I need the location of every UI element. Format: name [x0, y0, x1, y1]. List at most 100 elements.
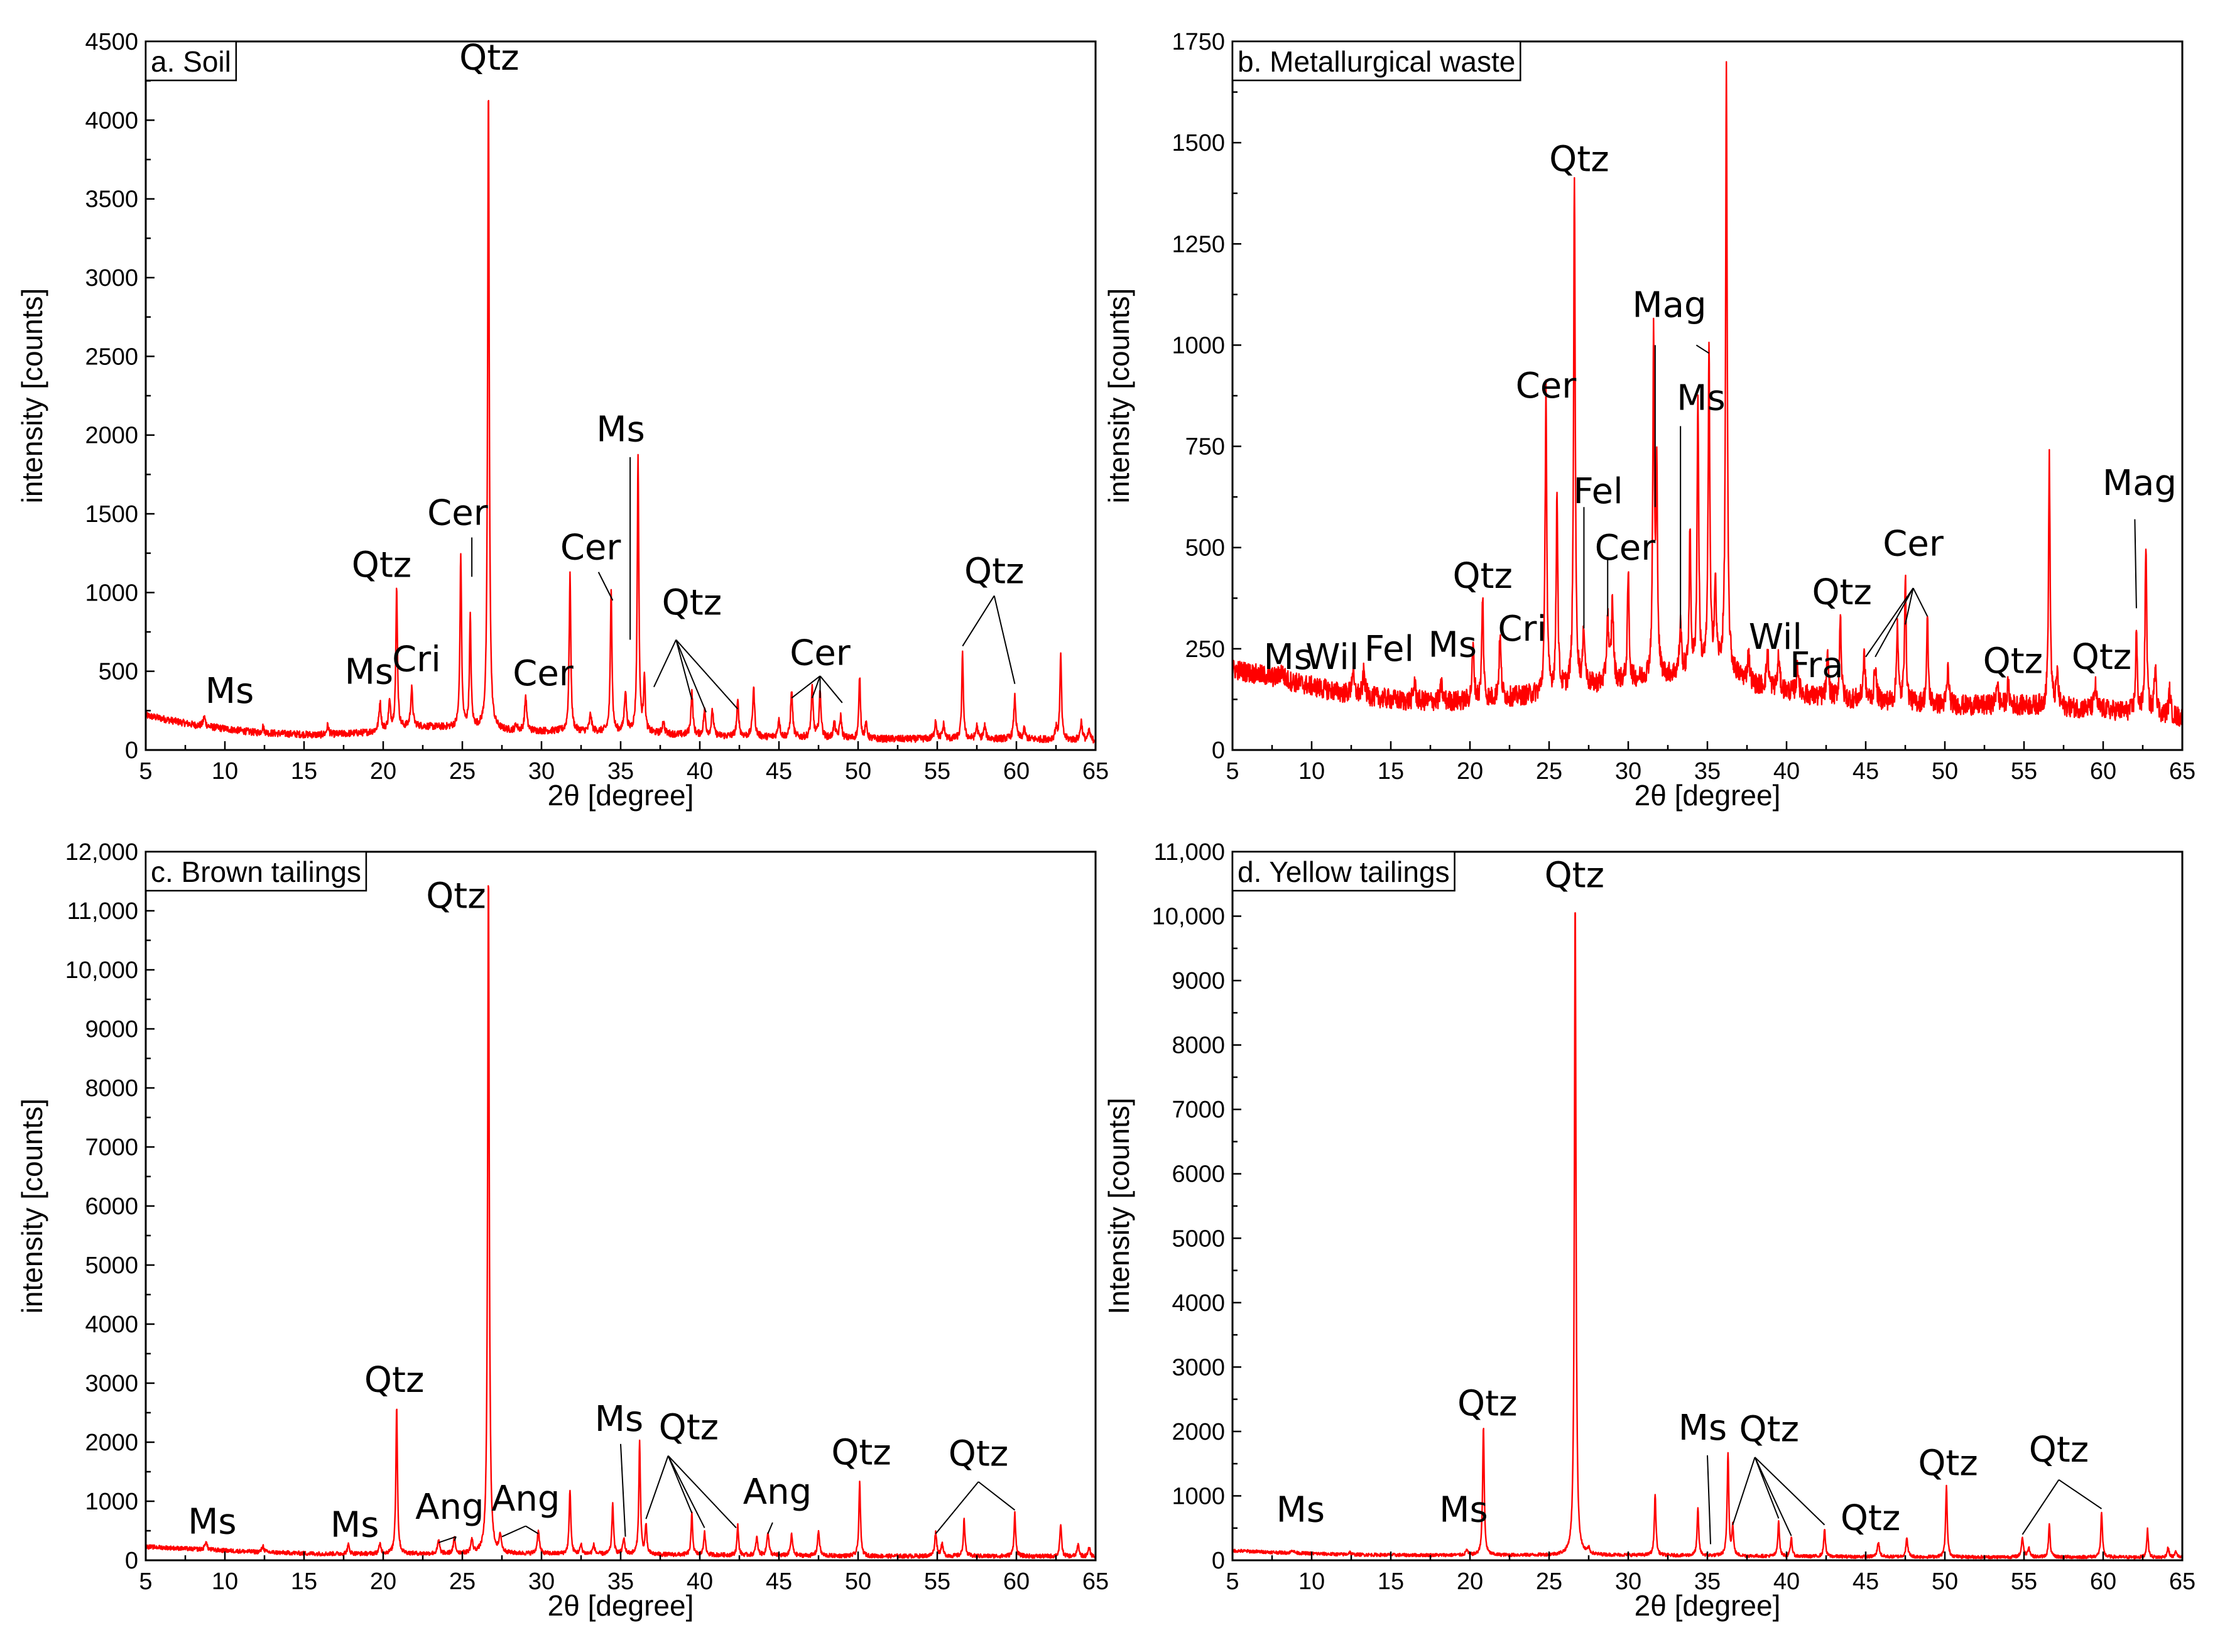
x-tick-label-c: 55 — [924, 1568, 950, 1595]
x-tick-label-d: 50 — [1932, 1568, 1958, 1595]
y-tick-label-d: 5000 — [1172, 1225, 1225, 1252]
x-tick-label-b: 15 — [1378, 758, 1404, 785]
annotation-leader-a — [811, 675, 821, 698]
panel-a: 5 10 15 20 25 30 35 40 45 50 55 60 65 0 500 1000 1500 200… — [16, 29, 1109, 812]
annotation-leader-d — [1707, 1455, 1712, 1545]
peak-label-c: Ang — [491, 1479, 560, 1519]
y-tick-label-c: 3000 — [85, 1371, 138, 1397]
peak-label-b: Wil — [1749, 617, 1802, 658]
y-tick-label-c: 1000 — [85, 1489, 138, 1515]
x-tick-label-a: 55 — [924, 758, 950, 785]
xrd-pattern-a — [146, 100, 1096, 744]
y-tick-label-d: 4000 — [1172, 1290, 1225, 1317]
y-tick-label-c: 7000 — [85, 1134, 138, 1161]
annotation-leader-c — [935, 1481, 979, 1535]
x-tick-label-b: 60 — [2090, 758, 2116, 785]
y-tick-label-d: 10,000 — [1152, 904, 1225, 930]
panel-title-a: a. Soil — [151, 45, 231, 78]
y-tick-label-d: 8000 — [1172, 1033, 1225, 1059]
y-tick-label-b: 500 — [1185, 535, 1225, 562]
peak-label-b: Mag — [2103, 463, 2177, 504]
peak-label-d: Qtz — [1545, 855, 1604, 896]
annotation-leader-c — [977, 1481, 1016, 1511]
annotation-leader-b — [1905, 587, 1914, 625]
annotation-leader-a — [993, 595, 1016, 684]
y-tick-label-d: 11,000 — [1154, 839, 1225, 866]
x-tick-label-a: 10 — [212, 758, 238, 785]
annotation-leader-a — [675, 639, 693, 700]
y-tick-label-c: 6000 — [85, 1193, 138, 1220]
peak-label-a: Cer — [560, 528, 622, 568]
x-tick-label-b: 65 — [2169, 758, 2196, 785]
panel-title-c: c. Brown tailings — [151, 856, 361, 888]
x-tick-label-d: 45 — [1853, 1568, 1879, 1595]
y-tick-label-a: 1000 — [85, 580, 138, 606]
x-tick-label-c: 5 — [139, 1568, 152, 1595]
y-tick-label-a: 500 — [99, 659, 138, 685]
x-tick-label-c: 60 — [1003, 1568, 1030, 1595]
peak-label-b: Wil — [1305, 637, 1359, 678]
x-tick-label-d: 35 — [1694, 1568, 1721, 1595]
annotation-leader-c — [454, 1536, 457, 1541]
peak-label-b: Ms — [1428, 625, 1477, 666]
x-tick-label-a: 25 — [449, 758, 476, 785]
panel-title-d: d. Yellow tailings — [1238, 856, 1450, 888]
y-tick-label-d: 2000 — [1172, 1419, 1225, 1445]
x-tick-label-d: 25 — [1536, 1568, 1562, 1595]
annotation-leader-b — [1912, 587, 1929, 617]
peak-label-b: Qtz — [1812, 572, 1871, 613]
plot-frame-a — [144, 40, 1097, 751]
annotation-leader-c — [438, 1536, 457, 1543]
x-tick-label-c: 15 — [291, 1568, 317, 1595]
annotation-leader-c — [620, 1443, 626, 1537]
y-tick-label-c: 9000 — [85, 1016, 138, 1043]
x-tick-label-a: 60 — [1003, 758, 1030, 785]
peak-label-a: Qtz — [662, 582, 722, 623]
annotation-leader-d — [1754, 1457, 1792, 1536]
x-tick-label-b: 40 — [1773, 758, 1800, 785]
annotation-leader-c — [645, 1455, 669, 1519]
x-tick-label-b: 30 — [1615, 758, 1641, 785]
annotation-leader-c — [525, 1525, 539, 1535]
x-tick-label-d: 30 — [1615, 1568, 1641, 1595]
peak-label-b: Qtz — [1983, 641, 2043, 682]
x-tick-label-d: 55 — [2011, 1568, 2037, 1595]
y-tick-label-a: 1500 — [85, 501, 138, 528]
x-tick-label-a: 15 — [291, 758, 317, 785]
peak-label-d: Qtz — [1918, 1443, 1978, 1484]
y-tick-label-a: 4500 — [85, 29, 138, 55]
x-tick-label-b: 55 — [2011, 758, 2037, 785]
peak-label-c: Ms — [188, 1502, 237, 1543]
x-axis-title-d: 2θ [degree] — [1635, 1589, 1781, 1622]
panel-title-box-b — [1231, 40, 1521, 82]
y-tick-label-a: 3500 — [85, 187, 138, 213]
peak-label-d: Qtz — [1841, 1498, 1900, 1539]
y-tick-label-a: 2000 — [85, 423, 138, 449]
peak-label-b: Cer — [1595, 528, 1657, 568]
peak-label-c: Qtz — [364, 1360, 424, 1401]
x-tick-label-c: 40 — [687, 1568, 713, 1595]
annotation-leader-d — [2021, 1479, 2060, 1535]
peak-label-a: Ms — [205, 671, 254, 712]
peak-label-a: Cer — [513, 653, 574, 694]
peak-label-b: Cri — [1498, 609, 1547, 649]
panel-title-box-c — [144, 850, 367, 892]
y-axis-title-a: intensity [counts] — [16, 288, 48, 504]
xrd-pattern-b — [1232, 61, 2182, 727]
annotation-leader-b — [1695, 344, 1710, 354]
annotation-leader-a — [675, 639, 739, 710]
x-tick-label-b: 50 — [1932, 758, 1958, 785]
x-tick-label-b: 25 — [1536, 758, 1562, 785]
peak-label-b: Cer — [1883, 524, 1944, 565]
x-tick-label-b: 35 — [1694, 758, 1721, 785]
peak-label-a: Qtz — [459, 38, 519, 79]
peak-label-d: Qtz — [1457, 1383, 1517, 1424]
x-tick-label-a: 35 — [607, 758, 634, 785]
peak-label-c: Ms — [330, 1504, 379, 1545]
annotation-leader-c — [667, 1455, 737, 1528]
peak-label-a: Cri — [392, 639, 441, 680]
y-tick-label-b: 1250 — [1172, 231, 1225, 258]
x-tick-label-c: 35 — [607, 1568, 634, 1595]
annotation-leader-c — [667, 1455, 705, 1528]
